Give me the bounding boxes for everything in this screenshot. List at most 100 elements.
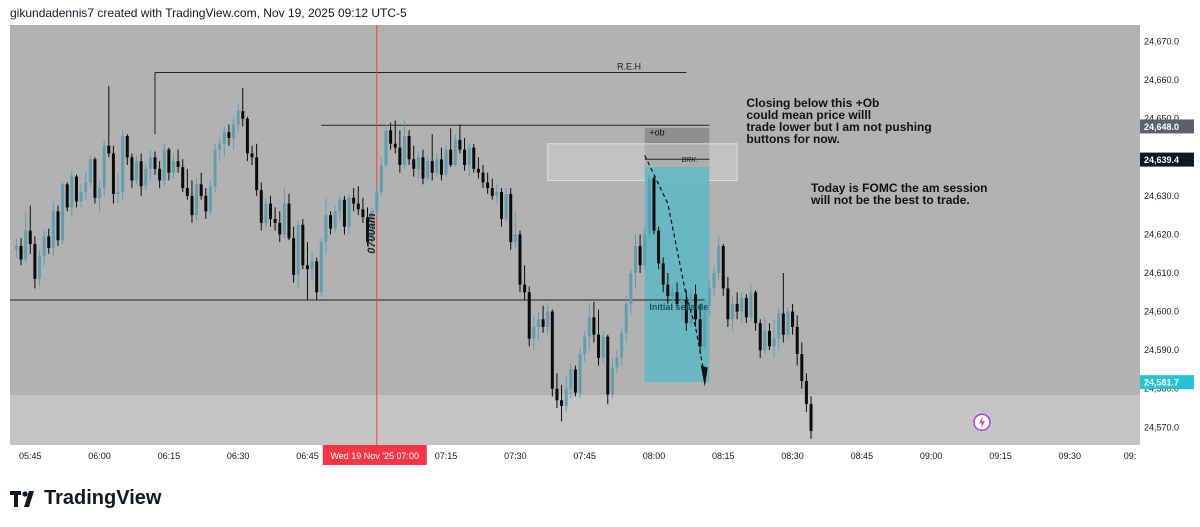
candle-body <box>70 176 74 208</box>
candle-body <box>458 139 462 150</box>
candle-body <box>366 217 370 243</box>
note-fomc-line: will not be the best to trade. <box>810 193 970 207</box>
candle-body <box>703 305 707 347</box>
candle-body <box>24 230 28 260</box>
candle-body <box>61 184 65 241</box>
candle-body <box>241 111 245 119</box>
candle-body <box>269 203 272 219</box>
candle-body <box>555 388 559 401</box>
note-ob-close-line: Closing below this +Ob <box>746 96 879 110</box>
candle <box>329 211 333 235</box>
candle-body <box>449 149 453 165</box>
time-tick-label: 09:00 <box>920 451 943 461</box>
candle <box>809 396 813 439</box>
candle-body <box>28 230 32 245</box>
time-axis[interactable]: 05:45 06:00 06:15 06:30 06:45 07:15 07:30 07:45… <box>10 445 1140 467</box>
candle <box>721 244 725 297</box>
candle <box>740 292 744 324</box>
price-label-ob-text: 24,648.0 <box>1144 122 1179 132</box>
note-ob-close-line: could mean price willl <box>746 108 871 122</box>
candle-body <box>56 211 60 241</box>
candle <box>610 357 614 399</box>
candle-body <box>158 168 162 181</box>
candle-body <box>278 222 282 235</box>
candle <box>675 282 679 308</box>
lightning-alert-icon[interactable] <box>973 413 991 431</box>
candle-body <box>116 191 120 194</box>
brand-name: TradingView <box>44 487 162 509</box>
candle-body <box>319 242 323 293</box>
candle <box>199 172 203 200</box>
price-axis-svg[interactable]: 24,670.024,660.024,650.024,640.024,630.0… <box>1140 25 1195 445</box>
ob-label: +ob <box>649 127 664 137</box>
candle <box>772 319 776 358</box>
candle-body <box>361 209 365 218</box>
candle <box>181 159 185 192</box>
candle-body <box>518 234 522 285</box>
candle-body <box>222 132 226 144</box>
candle-body <box>310 261 314 270</box>
candle <box>481 165 485 189</box>
time-tick-label: 05:45 <box>19 451 42 461</box>
candle-body <box>661 263 665 285</box>
candle <box>287 193 291 241</box>
candle-body <box>587 317 591 337</box>
candle-body <box>301 224 305 266</box>
price-chart[interactable]: R.E.H +ob BRK. Initial sellside 0700am Closin… <box>10 25 1140 445</box>
time-tick-label: 07:30 <box>504 451 527 461</box>
candle-body <box>564 388 568 407</box>
candle <box>125 134 129 165</box>
candle <box>597 309 601 366</box>
candle <box>338 195 342 221</box>
candle <box>463 138 467 171</box>
candle <box>292 226 296 283</box>
candle-body <box>352 197 356 204</box>
candle <box>569 363 573 399</box>
candle <box>717 236 721 281</box>
tradingview-brand[interactable]: TradingView <box>10 487 161 510</box>
candle <box>305 242 309 300</box>
candle <box>795 315 799 366</box>
candle <box>171 153 175 179</box>
candle-body <box>107 145 111 154</box>
candle <box>578 348 582 399</box>
candle-body <box>398 147 402 165</box>
candle-body <box>342 199 346 227</box>
candle <box>361 197 365 223</box>
candle <box>629 269 633 316</box>
candle <box>379 157 383 196</box>
candle <box>670 284 674 312</box>
candle-body <box>199 184 203 196</box>
candle <box>804 373 808 412</box>
candle-body <box>65 184 69 208</box>
candle-body <box>439 159 443 175</box>
candle-body <box>305 265 309 270</box>
candle <box>458 124 462 154</box>
price-tick-label: 24,610.0 <box>1144 268 1179 278</box>
candle <box>555 373 559 408</box>
candle <box>273 207 277 231</box>
time-axis-svg[interactable]: 05:45 06:00 06:15 06:30 06:45 07:15 07:30 07:45… <box>10 445 1140 467</box>
candle <box>84 172 88 200</box>
candle <box>767 323 771 351</box>
candle <box>61 182 65 245</box>
candle <box>319 238 323 297</box>
candle-body <box>208 186 212 212</box>
candle <box>236 103 240 133</box>
candle-body <box>98 188 102 198</box>
candle <box>116 172 120 204</box>
candle-body <box>375 191 379 212</box>
candle <box>38 249 41 287</box>
candle-body <box>287 203 291 239</box>
candle-body <box>712 272 716 289</box>
price-tick-label: 24,570.0 <box>1144 422 1179 432</box>
candle-body <box>721 245 725 289</box>
candle-body <box>777 313 781 339</box>
price-axis[interactable]: 24,670.024,660.024,650.024,640.024,630.0… <box>1140 25 1195 445</box>
chart-pane[interactable]: R.E.H +ob BRK. Initial sellside 0700am Closin… <box>10 25 1140 445</box>
candle <box>162 143 166 187</box>
candle <box>167 147 171 181</box>
candle <box>14 238 18 258</box>
candle-body <box>407 136 411 160</box>
candle <box>439 147 443 181</box>
